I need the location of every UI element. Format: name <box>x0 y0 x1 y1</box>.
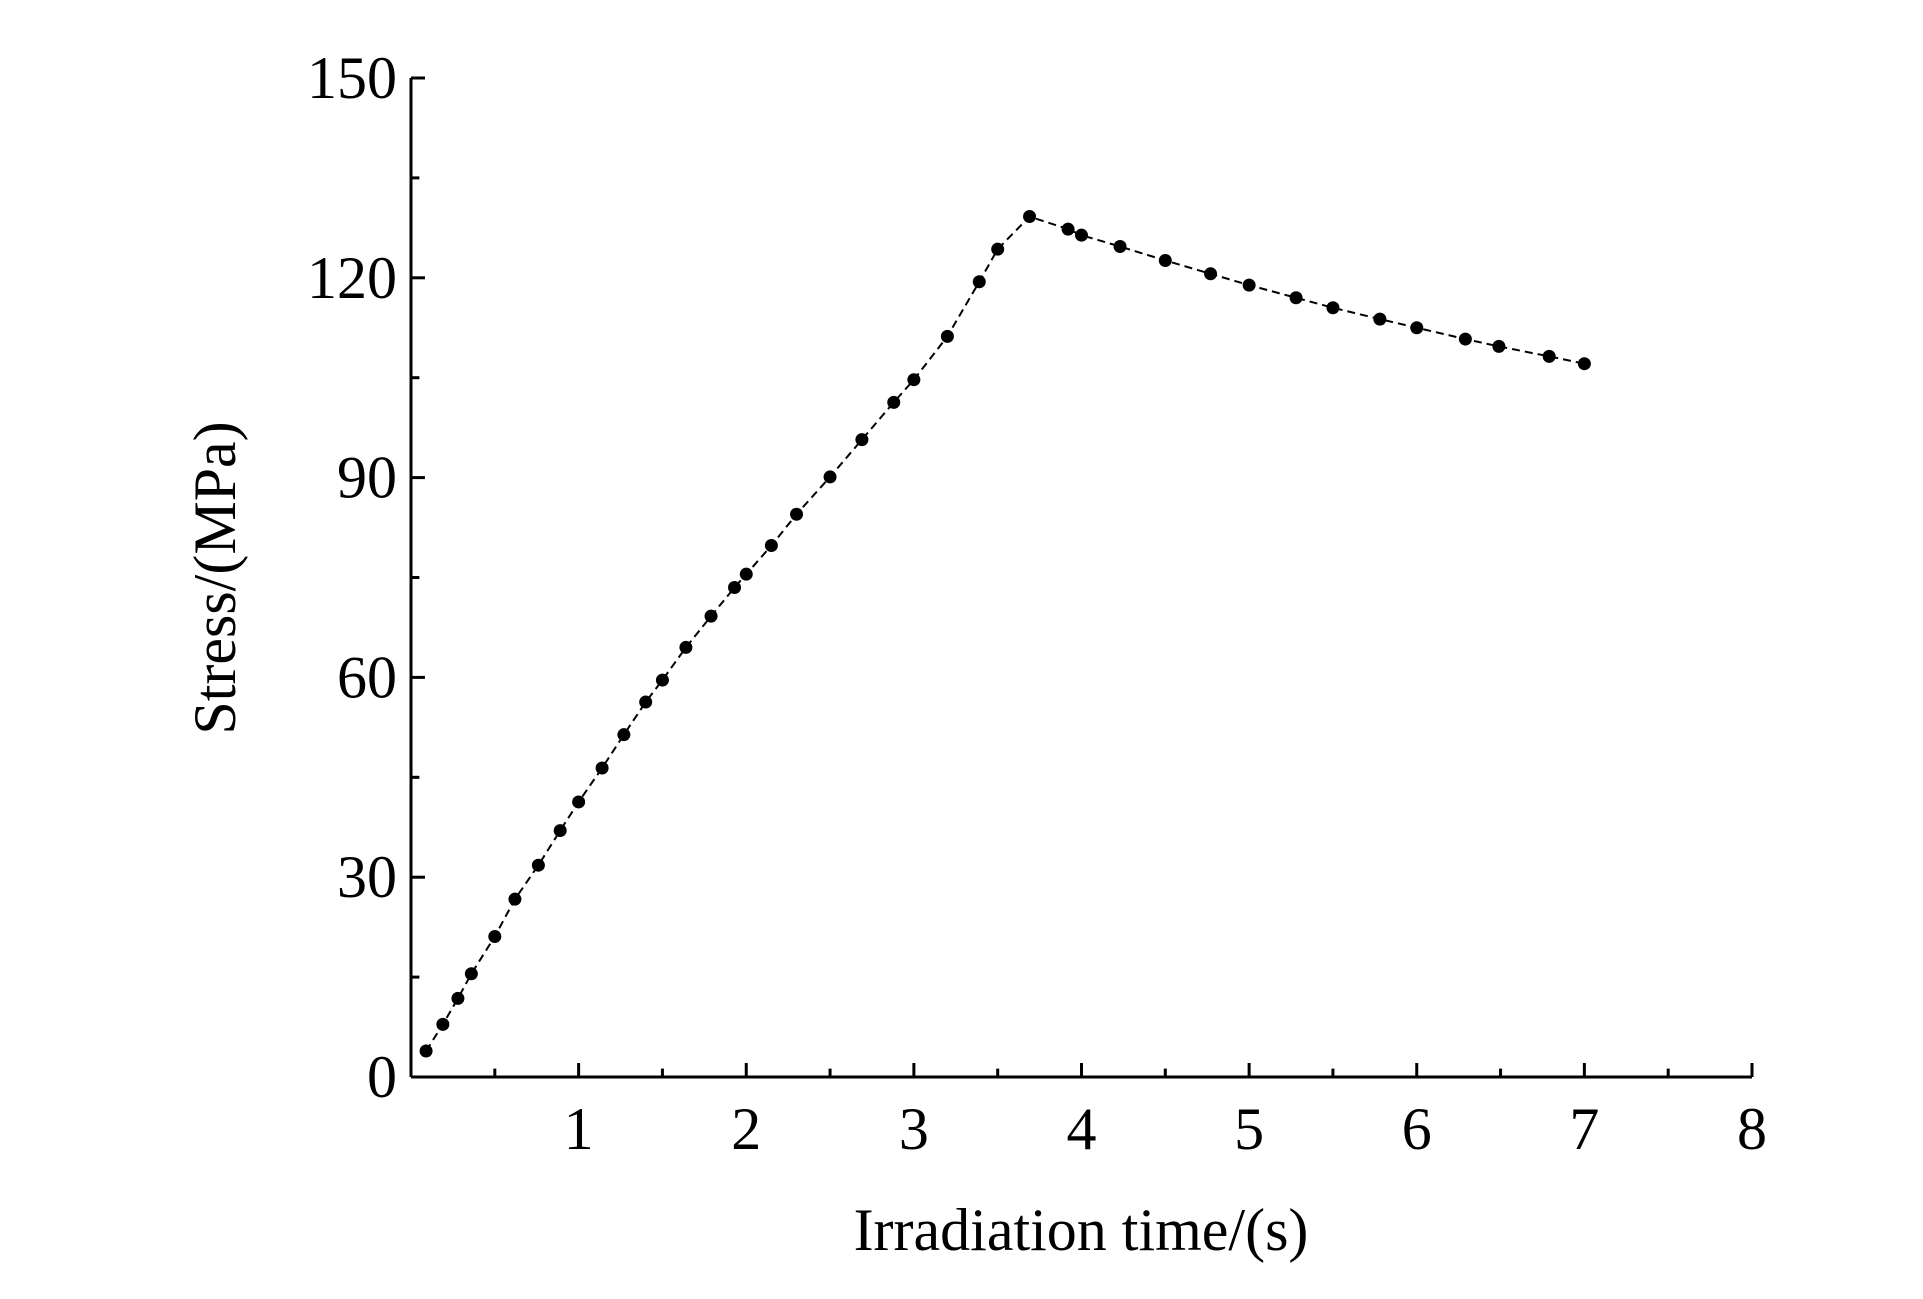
data-point <box>679 640 693 654</box>
data-point <box>1113 239 1127 253</box>
data-point <box>855 433 869 447</box>
data-point <box>553 824 567 838</box>
y-axis-label: Stress/(MPa) <box>182 421 248 734</box>
data-point <box>1075 228 1088 242</box>
data-point <box>508 892 522 906</box>
x-axis-label: Irradiation time/(s) <box>854 1197 1309 1263</box>
y-tick-label: 30 <box>337 844 397 910</box>
x-tick-label: 8 <box>1737 1096 1767 1162</box>
data-point <box>1061 222 1075 236</box>
data-point <box>488 929 502 943</box>
data-point <box>531 858 545 872</box>
x-tick-label: 1 <box>564 1096 594 1162</box>
y-tick-label: 150 <box>307 45 397 111</box>
data-point <box>991 242 1005 256</box>
data-point <box>464 967 478 981</box>
data-point <box>419 1044 433 1058</box>
data-point <box>704 609 718 623</box>
x-tick-label: 6 <box>1402 1096 1432 1162</box>
data-point <box>823 470 837 484</box>
x-tick-label: 2 <box>731 1096 761 1162</box>
data-point <box>1023 210 1037 224</box>
y-tick-label: 60 <box>337 644 397 710</box>
data-point <box>1242 278 1256 292</box>
data-point <box>972 275 986 289</box>
series-line <box>425 215 1585 1052</box>
x-tick-label: 5 <box>1234 1096 1264 1162</box>
data-point <box>1289 291 1303 305</box>
y-tick-label: 0 <box>367 1044 397 1110</box>
data-point <box>940 329 954 343</box>
data-point <box>639 695 653 709</box>
data-point <box>1410 321 1424 335</box>
y-tick-label: 120 <box>307 245 397 311</box>
data-point <box>1373 312 1387 326</box>
data-point <box>1204 267 1218 281</box>
x-tick-label: 7 <box>1569 1096 1599 1162</box>
x-tick-label: 4 <box>1067 1096 1097 1162</box>
data-point <box>595 761 609 775</box>
x-tick-label: 3 <box>899 1096 929 1162</box>
data-point <box>907 373 921 387</box>
y-tick-label: 90 <box>337 445 397 511</box>
data-point <box>739 567 753 581</box>
data-point <box>436 1017 450 1031</box>
data-point <box>655 673 669 687</box>
data-point <box>617 728 631 742</box>
data-point <box>1326 301 1340 315</box>
data-point <box>1492 339 1506 353</box>
data-point <box>1542 349 1556 363</box>
data-point <box>1458 332 1472 346</box>
data-point <box>764 539 778 553</box>
data-point <box>572 795 586 809</box>
data-point <box>451 991 465 1005</box>
data-point <box>887 395 901 409</box>
data-point <box>1577 357 1591 371</box>
data-point <box>790 507 804 521</box>
data-point <box>1158 253 1172 267</box>
data-point <box>728 580 742 594</box>
